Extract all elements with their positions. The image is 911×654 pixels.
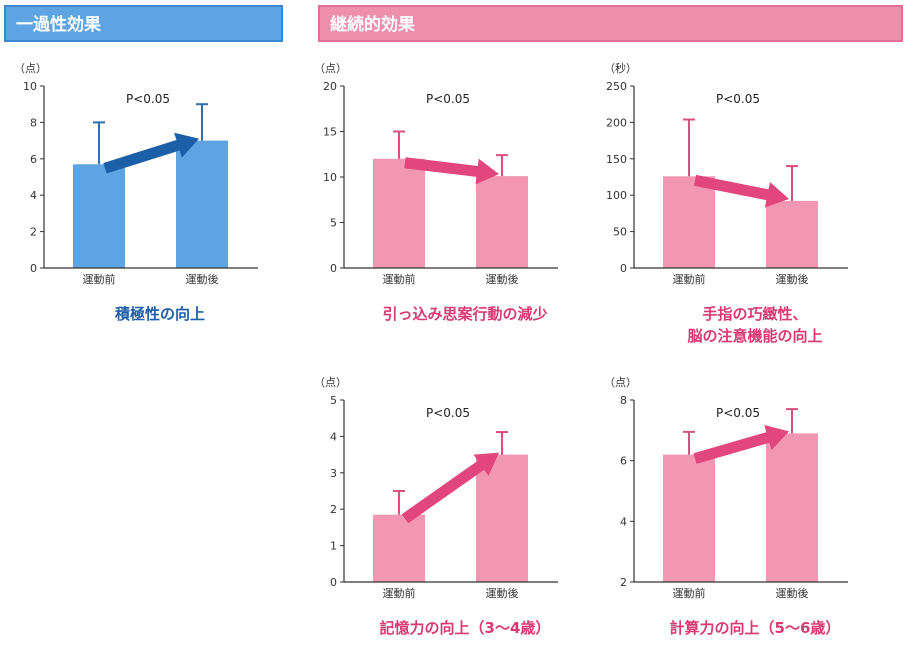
caption-calculation-line: 計算力の向上（5〜6歳） xyxy=(669,619,841,637)
x-tick-label: 運動後 xyxy=(186,272,219,286)
caption-dexterity-attention: 手指の巧緻性、 脳の注意機能の向上 xyxy=(630,303,880,347)
caption-dexterity-line-2: 脳の注意機能の向上 xyxy=(687,327,823,345)
unit-label: （点） xyxy=(14,62,47,75)
caption-shy-behavior-line: 引っ込み思案行動の減少 xyxy=(382,305,548,323)
significance-label: P<0.05 xyxy=(716,406,760,420)
bar-before xyxy=(663,454,715,582)
chart-calculation: （点） 2 4 6 8 運動前 運動後 P<0.05 xyxy=(604,376,848,600)
y-tick-label: 10 xyxy=(23,80,37,93)
y-tick-label: 250 xyxy=(606,80,627,93)
caption-dexterity-line-1: 手指の巧緻性、 xyxy=(702,305,808,323)
y-tick-label: 1 xyxy=(330,540,337,553)
y-tick-label: 0 xyxy=(330,576,337,589)
x-tick-label: 運動前 xyxy=(673,272,706,286)
y-tick-label: 0 xyxy=(620,262,627,275)
y-tick-label: 0 xyxy=(330,262,337,275)
y-tick-label: 6 xyxy=(30,153,37,166)
bar-before xyxy=(663,176,715,268)
y-tick-label: 2 xyxy=(330,503,337,516)
header-single-effect: 一過性効果 xyxy=(4,5,283,42)
y-tick-label: 3 xyxy=(330,467,337,480)
trend-arrow xyxy=(693,425,789,464)
caption-positivity: 積極性の向上 xyxy=(40,303,280,325)
y-tick-label: 15 xyxy=(323,126,337,139)
y-tick-label: 2 xyxy=(30,226,37,239)
bar-before xyxy=(373,158,425,268)
bar-before xyxy=(373,514,425,582)
y-tick-label: 2 xyxy=(620,576,627,589)
trend-arrow xyxy=(401,452,499,524)
header-single-effect-label: 一過性効果 xyxy=(16,15,101,35)
y-tick-label: 0 xyxy=(30,262,37,275)
y-tick-label: 6 xyxy=(620,455,627,468)
y-tick-label: 8 xyxy=(620,394,627,407)
chart-memory: （点） 0 1 2 3 4 5 運動前 運動後 P<0.05 xyxy=(314,376,558,600)
significance-label: P<0.05 xyxy=(426,406,470,420)
header-continued-effect: 継続的効果 xyxy=(318,5,903,42)
caption-positivity-line: 積極性の向上 xyxy=(114,305,205,323)
unit-label: （点） xyxy=(314,62,347,75)
x-tick-label: 運動前 xyxy=(673,586,706,600)
chart-dexterity-attention: （秒） 0 50 100 150 200 250 運動前 運動後 P<0.05 xyxy=(604,61,848,286)
caption-memory-line: 記憶力の向上（3〜4歳） xyxy=(379,619,551,637)
y-tick-label: 150 xyxy=(606,153,627,166)
bar-before xyxy=(73,164,125,268)
unit-label: （秒） xyxy=(604,61,637,75)
x-tick-label: 運動後 xyxy=(486,272,519,286)
trend-arrow xyxy=(404,157,499,185)
trend-arrow xyxy=(103,132,199,174)
significance-label: P<0.05 xyxy=(716,92,760,106)
y-tick-label: 10 xyxy=(323,171,337,184)
x-tick-label: 運動前 xyxy=(83,272,116,286)
y-tick-label: 8 xyxy=(30,116,37,129)
bar-after xyxy=(766,201,818,268)
bar-after xyxy=(476,176,528,268)
y-tick-label: 100 xyxy=(606,189,627,202)
caption-memory: 記憶力の向上（3〜4歳） xyxy=(340,617,590,639)
x-tick-label: 運動後 xyxy=(486,586,519,600)
x-tick-label: 運動前 xyxy=(383,272,416,286)
y-tick-label: 5 xyxy=(330,217,337,230)
unit-label: （点） xyxy=(604,376,637,389)
unit-label: （点） xyxy=(314,376,347,389)
y-tick-label: 200 xyxy=(606,116,627,129)
y-tick-label: 4 xyxy=(30,189,37,202)
header-continued-effect-label: 継続的効果 xyxy=(330,15,415,35)
x-tick-label: 運動前 xyxy=(383,586,416,600)
chart-positivity: （点） 0 2 4 6 8 10 運動前 運動後 P<0.05 xyxy=(14,62,258,286)
x-tick-label: 運動後 xyxy=(776,586,809,600)
trend-arrow xyxy=(693,174,789,208)
y-tick-label: 20 xyxy=(323,80,337,93)
chart-shy-behavior: （点） 0 5 10 15 20 運動前 運動後 P<0.05 xyxy=(314,62,558,286)
x-tick-label: 運動後 xyxy=(776,272,809,286)
bar-after xyxy=(476,454,528,582)
bar-after xyxy=(176,140,228,268)
y-tick-label: 5 xyxy=(330,394,337,407)
y-tick-label: 4 xyxy=(620,515,627,528)
y-tick-label: 4 xyxy=(330,430,337,443)
significance-label: P<0.05 xyxy=(126,92,170,106)
bar-after xyxy=(766,433,818,582)
caption-calculation: 計算力の向上（5〜6歳） xyxy=(630,617,880,639)
caption-shy-behavior: 引っ込み思案行動の減少 xyxy=(340,303,590,325)
y-tick-label: 50 xyxy=(613,226,627,239)
significance-label: P<0.05 xyxy=(426,92,470,106)
